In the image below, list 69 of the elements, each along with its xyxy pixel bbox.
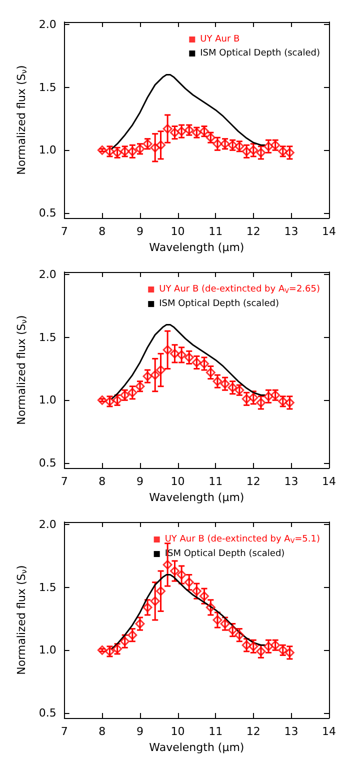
y-tick-label: 0.5 xyxy=(38,206,56,220)
y-tick-label: 1.5 xyxy=(38,580,56,594)
x-tick-label: 13 xyxy=(284,725,298,738)
point xyxy=(156,586,166,596)
y-tick-label: 1.5 xyxy=(38,330,56,344)
x-tick-label: 9 xyxy=(136,475,144,488)
legend-label: UY Aur B xyxy=(200,34,240,44)
x-axis-title: Wavelength (μm) xyxy=(149,490,244,504)
y-tick-label: 1.0 xyxy=(38,644,56,657)
x-tick-label: 8 xyxy=(98,225,106,238)
point xyxy=(156,140,166,150)
y-tick-label: 2.0 xyxy=(38,518,56,532)
point xyxy=(162,124,172,134)
point xyxy=(234,630,244,640)
x-tick-label: 14 xyxy=(322,225,336,238)
x-axis-title: Wavelength (μm) xyxy=(149,240,244,254)
x-tick-label: 10 xyxy=(170,225,185,238)
point xyxy=(156,365,166,375)
y-tick-label: 2.0 xyxy=(38,18,56,32)
point xyxy=(120,636,130,646)
x-tick-label: 13 xyxy=(284,475,298,488)
x-tick-label: 11 xyxy=(208,475,223,488)
point xyxy=(256,398,266,408)
point xyxy=(170,348,180,358)
point xyxy=(199,591,209,601)
x-tick-label: 8 xyxy=(98,725,106,738)
x-tick-label: 7 xyxy=(60,225,68,238)
x-tick-label: 10 xyxy=(170,725,185,738)
x-tick-label: 13 xyxy=(284,225,298,238)
y-tick-label: 0.5 xyxy=(38,706,56,720)
x-tick-label: 12 xyxy=(246,475,260,488)
x-tick-label: 12 xyxy=(246,725,260,738)
point xyxy=(170,566,180,576)
x-tick-label: 11 xyxy=(208,725,223,738)
point xyxy=(206,602,216,612)
x-tick-label: 7 xyxy=(60,725,68,738)
point xyxy=(150,370,160,380)
x-tick-label: 8 xyxy=(98,475,106,488)
point xyxy=(162,345,172,355)
point xyxy=(212,615,222,625)
point xyxy=(192,586,202,596)
point xyxy=(150,596,160,606)
x-tick-label: 14 xyxy=(322,725,336,738)
point xyxy=(176,350,186,360)
legend-label: ISM Optical Depth (scaled) xyxy=(159,299,279,310)
x-tick-label: 9 xyxy=(136,225,144,238)
point xyxy=(228,625,238,635)
y-tick-label: 2.0 xyxy=(38,268,56,282)
point xyxy=(256,646,266,656)
point xyxy=(184,578,194,588)
point xyxy=(176,570,186,580)
point xyxy=(162,560,172,570)
x-axis-title: Wavelength (μm) xyxy=(149,740,244,754)
legend-label: ISM Optical Depth (scaled) xyxy=(200,48,320,58)
x-tick-label: 7 xyxy=(60,475,68,488)
point xyxy=(228,382,238,392)
x-tick-label: 14 xyxy=(322,475,336,488)
y-tick-label: 1.0 xyxy=(38,394,56,407)
y-tick-label: 0.5 xyxy=(38,456,56,470)
point xyxy=(206,368,216,378)
y-tick-label: 1.0 xyxy=(38,144,56,157)
point xyxy=(150,142,160,152)
y-tick-label: 1.5 xyxy=(38,80,56,94)
point xyxy=(128,388,138,398)
x-tick-label: 11 xyxy=(208,225,223,238)
x-tick-label: 12 xyxy=(246,225,260,238)
x-tick-label: 9 xyxy=(136,725,144,738)
point xyxy=(142,602,152,612)
x-tick-label: 10 xyxy=(170,475,185,488)
